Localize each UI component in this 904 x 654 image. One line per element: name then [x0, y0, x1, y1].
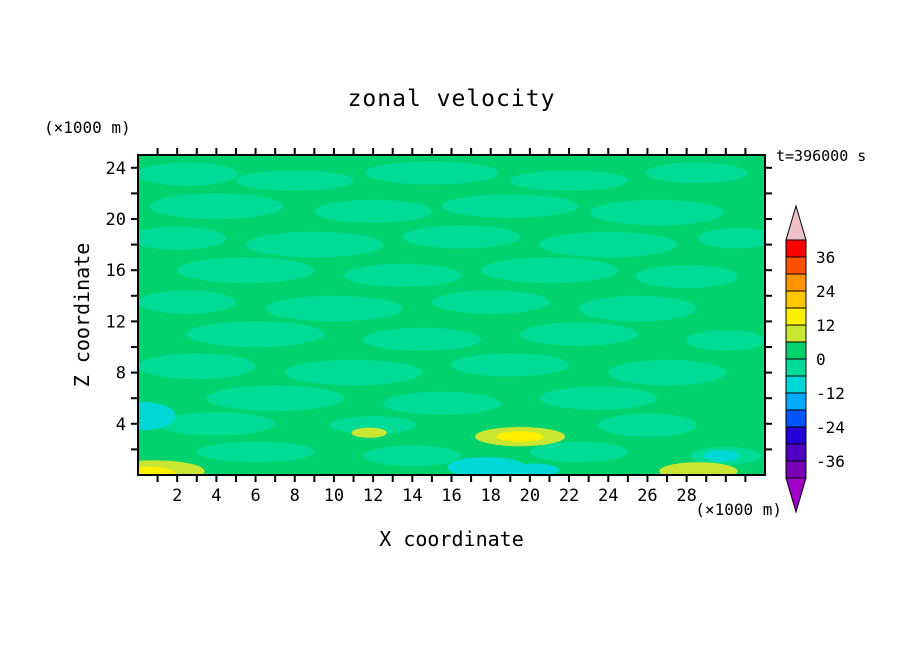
x-tick-label: 28 [676, 486, 696, 506]
contour-patch [138, 162, 238, 186]
contour-patch [539, 386, 658, 410]
contour-patch [402, 225, 521, 249]
colorbar-box [785, 409, 807, 428]
y-tick-label: 16 [106, 261, 126, 281]
contour-patch [431, 290, 550, 314]
y-tick-label: 20 [106, 210, 126, 230]
contour-patch [635, 265, 738, 289]
colorbar-box [785, 307, 807, 326]
contour-patch [496, 431, 544, 442]
contour-patch [138, 402, 176, 431]
contour-field [138, 155, 765, 475]
colorbar-box [785, 426, 807, 445]
colorbar-arrow-bottom [785, 477, 807, 514]
contour-patch [284, 359, 423, 386]
contour-patch [608, 359, 726, 386]
y-axis-unit-label: (×1000 m) [44, 118, 131, 137]
contour-patch [451, 353, 570, 377]
contour-patch [447, 457, 526, 475]
colorbar-label: 24 [816, 282, 835, 301]
x-tick-label: 14 [402, 486, 422, 506]
colorbar-box [785, 341, 807, 360]
colorbar-box [785, 273, 807, 292]
contour-patch [698, 227, 765, 249]
contour-patch [704, 450, 740, 462]
colorbar-box [785, 239, 807, 258]
x-tick-label: 10 [324, 486, 344, 506]
colorbar-label: -36 [816, 452, 845, 471]
contour-patch [686, 330, 765, 351]
x-tick-label: 26 [637, 486, 657, 506]
contour-patch [480, 257, 619, 284]
contour-patch [265, 295, 403, 322]
contour-patch [508, 463, 560, 475]
x-tick-label: 8 [290, 486, 300, 506]
contour-patch [529, 441, 628, 463]
contour-patch [245, 231, 383, 258]
contour-patch [363, 327, 481, 351]
x-axis-unit-label: (×1000 m) [695, 500, 782, 519]
colorbar-box [785, 256, 807, 275]
colorbar-label: 0 [816, 350, 826, 369]
contour-patch [157, 412, 276, 436]
contour-patch [138, 353, 256, 380]
contour-patch [365, 161, 499, 185]
contour-patch [314, 199, 432, 223]
x-tick-label: 6 [250, 486, 260, 506]
plot-title: zonal velocity [347, 86, 556, 112]
colorbar-box [785, 443, 807, 462]
contour-patch [510, 170, 628, 191]
colorbar-label: 12 [816, 316, 835, 335]
colorbar-label: -24 [816, 418, 845, 437]
contour-patch [539, 231, 677, 258]
contour-patch [590, 199, 724, 226]
contour-patch [598, 413, 697, 437]
contour-patch [578, 295, 697, 322]
colorbar-box [785, 392, 807, 411]
timestamp-label: t=396000 s [776, 147, 867, 165]
colorbar-label: 36 [816, 248, 835, 267]
contour-patch [645, 162, 748, 184]
x-tick-label: 20 [520, 486, 540, 506]
contour-patch [659, 462, 738, 475]
y-axis-title: Z coordinate [70, 242, 94, 388]
colorbar-label: -12 [816, 384, 845, 403]
x-tick-label: 22 [559, 486, 579, 506]
y-tick-label: 8 [116, 364, 126, 384]
colorbar-arrow-top [785, 204, 807, 241]
contour-patch [343, 263, 462, 287]
y-tick-label: 12 [106, 312, 126, 332]
contour-patch [186, 321, 325, 348]
x-tick-label: 4 [211, 486, 221, 506]
contour-patch [206, 385, 344, 412]
colorbar-box [785, 460, 807, 479]
x-tick-label: 24 [598, 486, 618, 506]
contour-patch [138, 226, 227, 250]
colorbar-box [785, 375, 807, 394]
colorbar-box [785, 290, 807, 309]
contour-patch [149, 193, 283, 219]
x-tick-label: 18 [480, 486, 500, 506]
contour-patch [351, 427, 387, 438]
contour-patch [138, 466, 176, 475]
contour-patch [330, 416, 417, 435]
x-axis-title: X coordinate [379, 527, 524, 551]
contour-patch [441, 194, 579, 218]
colorbar-box [785, 324, 807, 343]
contour-patch [196, 441, 315, 463]
contour-patch [382, 391, 501, 415]
y-tick-label: 4 [116, 415, 126, 435]
contour-patch [177, 257, 315, 284]
y-tick-label: 24 [106, 159, 126, 179]
x-tick-label: 12 [363, 486, 383, 506]
contour-patch [363, 445, 462, 467]
x-tick-label: 16 [441, 486, 461, 506]
colorbar-box [785, 358, 807, 377]
contour-patch [235, 170, 354, 191]
contour-patch [520, 322, 638, 346]
x-tick-label: 2 [172, 486, 182, 506]
contour-patch [138, 290, 236, 314]
